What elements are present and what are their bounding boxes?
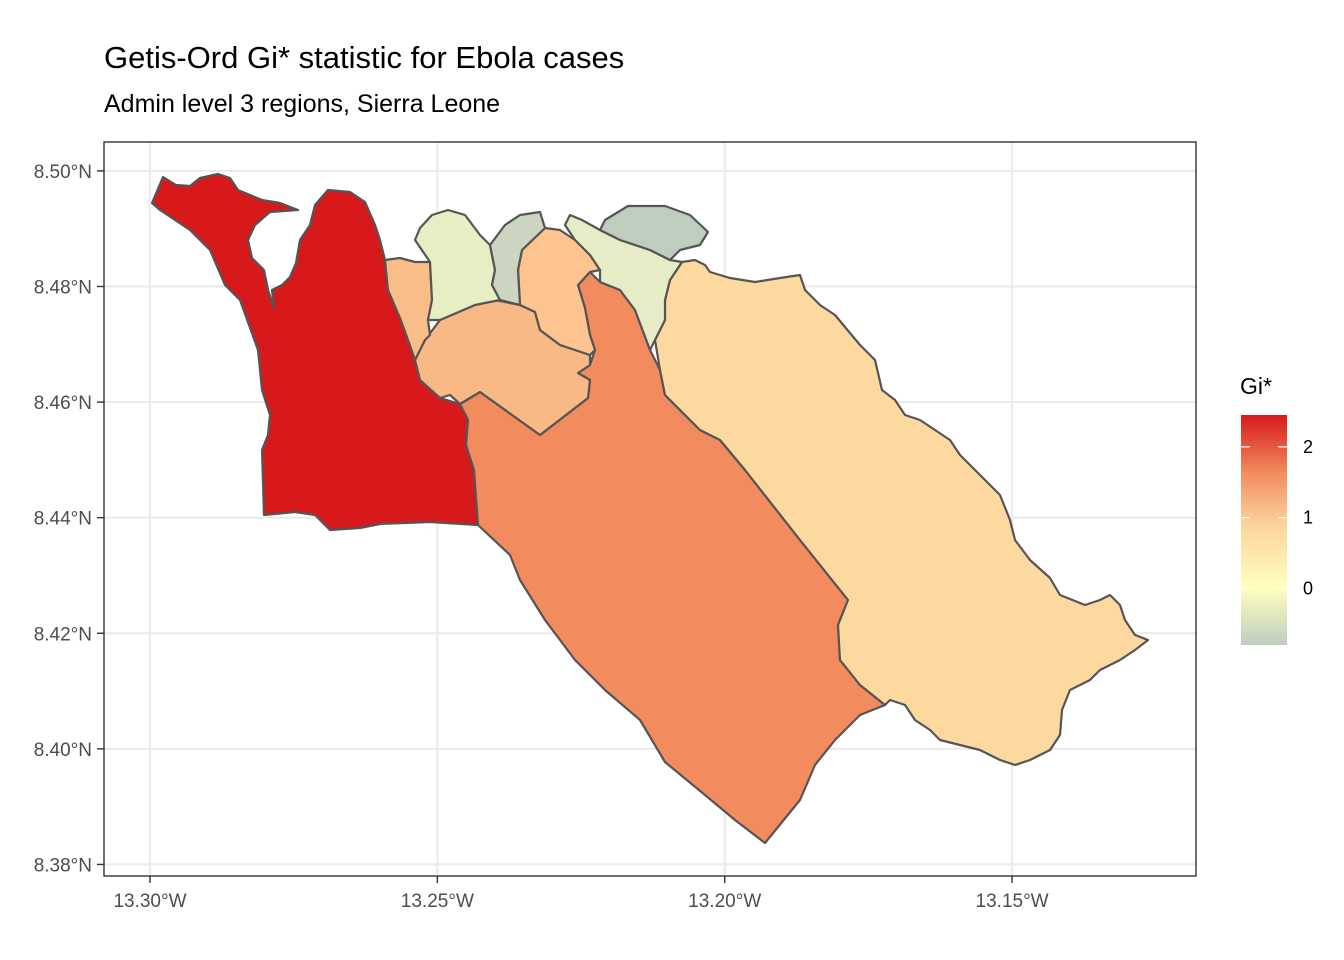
y-tick-label: 8.40°N	[34, 740, 92, 761]
chart-subtitle: Admin level 3 regions, Sierra Leone	[104, 90, 501, 118]
axes: 13.30°W 13.25°W 13.20°W 13.15°W 8.50°N 8.48°N…	[34, 162, 1049, 912]
x-tick-label: 13.25°W	[401, 891, 474, 912]
x-tick-label: 13.20°W	[688, 891, 761, 912]
y-tick-label: 8.46°N	[34, 393, 92, 414]
y-tick-label: 8.48°N	[34, 277, 92, 298]
y-tick-label: 8.44°N	[34, 509, 92, 530]
region-north-c[interactable]	[563, 213, 684, 352]
y-tick-label: 8.42°N	[34, 624, 92, 645]
plot-border	[103, 141, 1197, 877]
legend-tick-label: 2	[1303, 437, 1313, 457]
legend: Gi* 2 1 0	[1240, 373, 1313, 645]
legend-tick-label: 0	[1303, 578, 1313, 598]
region-north-d[interactable]	[598, 204, 710, 262]
y-tick-label: 8.50°N	[34, 162, 92, 183]
chart-title: Getis-Ord Gi* statistic for Ebola cases	[104, 40, 625, 75]
map-regions	[150, 172, 1150, 845]
legend-ticks: 2 1 0	[1241, 437, 1313, 598]
region-west-coast[interactable]	[150, 172, 480, 532]
legend-tick-label: 1	[1303, 508, 1313, 528]
region-far-east[interactable]	[653, 258, 1150, 767]
y-tick-label: 8.38°N	[34, 855, 92, 876]
x-tick-label: 13.15°W	[976, 891, 1049, 912]
legend-colorbar	[1241, 415, 1287, 645]
region-north-b[interactable]	[488, 210, 547, 307]
legend-title: Gi*	[1240, 373, 1272, 399]
x-tick-label: 13.30°W	[113, 891, 186, 912]
